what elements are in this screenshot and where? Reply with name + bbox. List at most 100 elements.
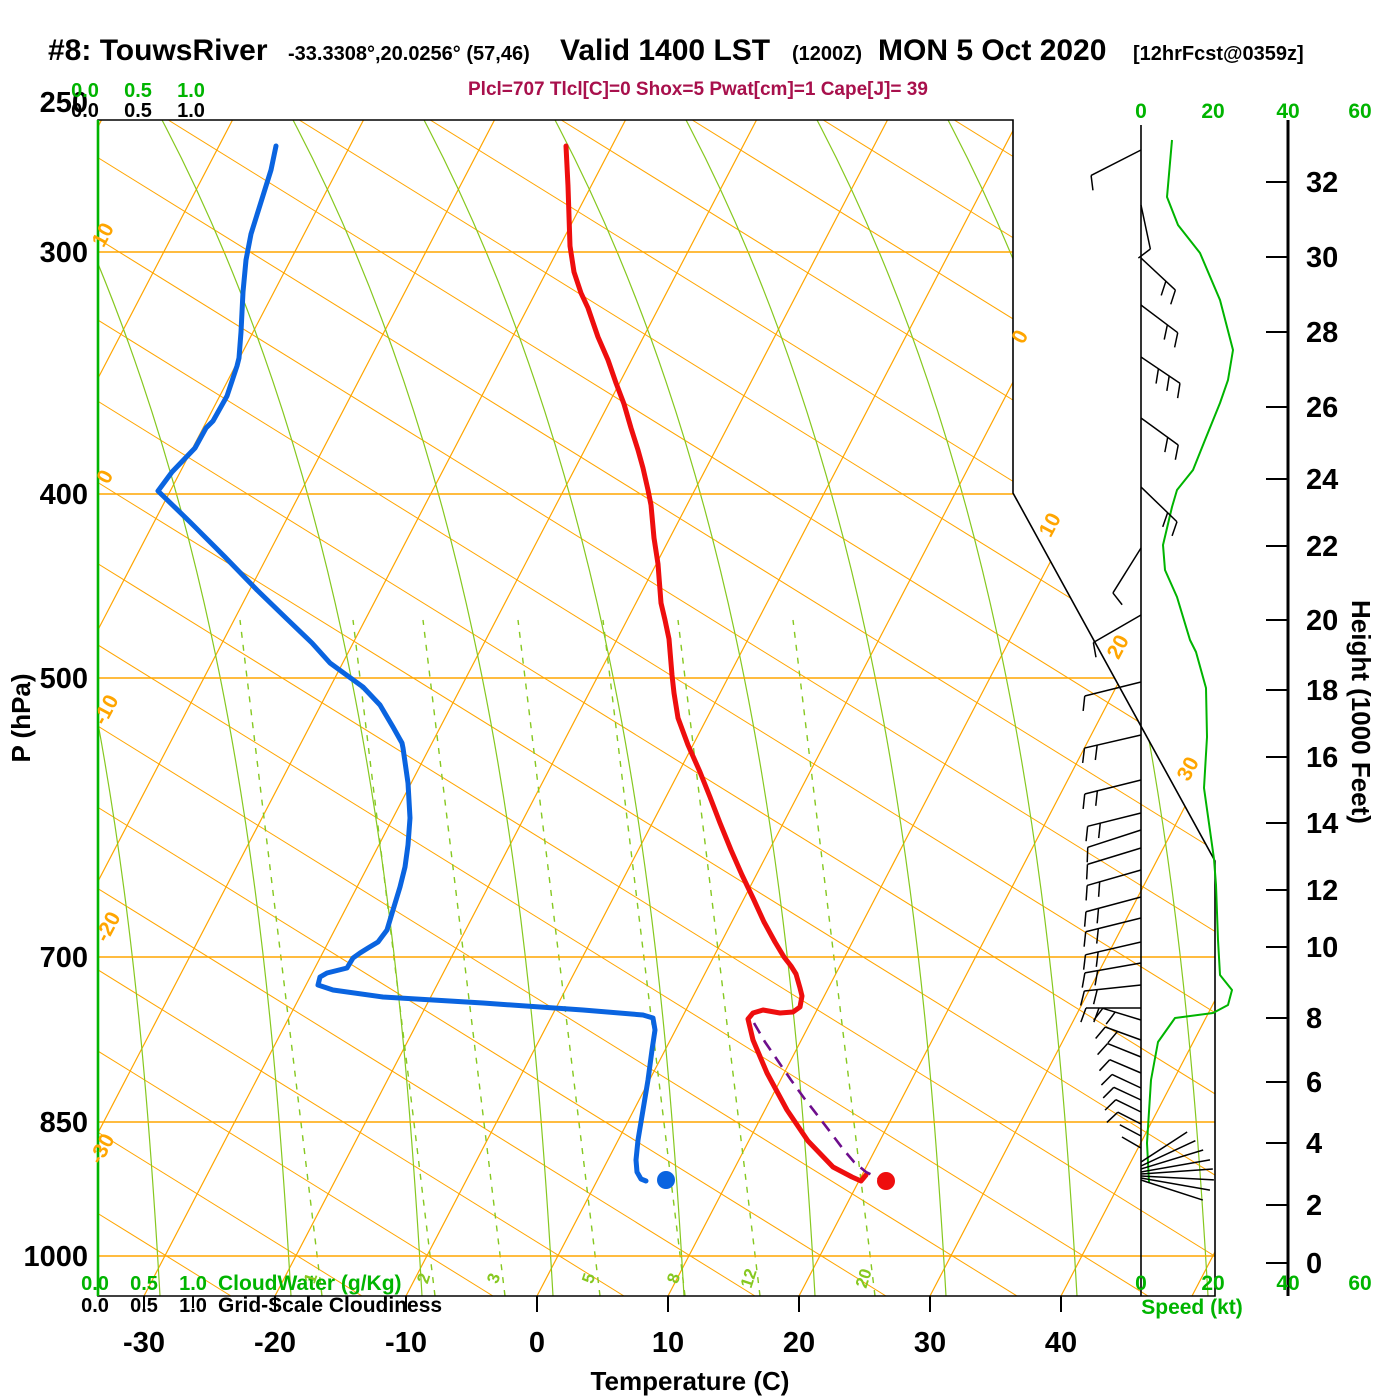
height-tick-label: 12 (1306, 875, 1338, 907)
mixing-ratio-label: 2 (413, 1271, 434, 1286)
wind-barb-feather (1082, 695, 1086, 712)
wind-barb-shaft (1109, 1059, 1142, 1074)
mixing-ratio-line (422, 619, 506, 1296)
pressure-tick-label: 300 (40, 237, 88, 269)
speed-tick-label-bottom: 40 (1276, 1272, 1299, 1295)
mixing-ratio-line (239, 619, 323, 1296)
moist-adiabat-line (98, 120, 161, 1296)
dry-adiabat-line (98, 120, 1018, 1296)
dry-adiabat-line (953, 120, 1215, 1296)
temperature-tick-label: 40 (1045, 1327, 1077, 1359)
isotherm-line (536, 120, 1151, 1296)
wind-barb-shaft (1140, 417, 1179, 446)
wind-barb-feather (1112, 592, 1123, 606)
wind-barb-shaft (1140, 1179, 1204, 1201)
height-tick-label: 10 (1306, 932, 1338, 964)
cloudiness-scale-top: 0.5 (124, 100, 152, 122)
wind-barb-feather (1094, 745, 1098, 761)
wind-barb-feather (1095, 790, 1099, 806)
moist-adiabat-line (292, 120, 554, 1296)
wind-barb-feather (1090, 175, 1094, 191)
wind-barb-feather (1086, 847, 1089, 863)
wind-barb-shaft (1140, 304, 1179, 334)
wind-barb-feather (1107, 1030, 1119, 1044)
wind-barb-shaft (1140, 257, 1176, 291)
wind-barb-feather (1083, 931, 1087, 947)
wind-barb-feather (1094, 970, 1099, 986)
wind-barb-feather (1162, 512, 1169, 528)
pressure-axis-title: P (hPa) (6, 673, 36, 762)
isotherm-line (405, 120, 1020, 1296)
mixing-ratio-label: 3 (483, 1271, 504, 1286)
isotherm-line (1060, 120, 1215, 1296)
temperature-tick-label: 0 (529, 1327, 545, 1359)
mixing-ratio-label: 12 (737, 1266, 761, 1290)
isotherm-line (98, 120, 234, 1296)
speed-axis-title: Speed (kt) (1141, 1296, 1243, 1319)
isotherm-line (798, 120, 1215, 1296)
speed-tick-label-top: 0 (1135, 100, 1147, 123)
height-tick-label: 6 (1306, 1067, 1322, 1099)
wind-barb-feather (1166, 375, 1170, 391)
wind-barb-shaft (1140, 1177, 1211, 1191)
wind-barb-feather (1137, 248, 1151, 259)
isotherm-line (98, 120, 365, 1296)
speed-profile-curve (1146, 139, 1234, 1183)
dry-adiabat-line (429, 120, 1215, 1296)
dry-adiabat-line (167, 120, 1215, 1296)
wind-barb-shaft (1086, 869, 1142, 887)
isotherm-edge-label: 30 (1173, 753, 1204, 784)
wind-barb-feather (1102, 1086, 1115, 1099)
wind-barb-shaft (1084, 734, 1142, 749)
wind-barb-shaft (1140, 1139, 1196, 1167)
height-tick-label: 26 (1306, 392, 1338, 424)
moist-adiabat-line (947, 120, 1209, 1296)
wind-barb-feather (1083, 911, 1087, 927)
mixing-ratio-line (352, 619, 436, 1296)
height-tick-label: 14 (1306, 808, 1338, 840)
wind-barb-shaft (1087, 829, 1142, 849)
stability-params-line: Plcl=707 Tlcl[C]=0 Shox=5 Pwat[cm]=1 Cap… (468, 79, 928, 100)
sounding-profiles (155, 139, 1234, 1190)
wind-barb-shaft (1140, 204, 1152, 250)
wind-barb-shaft (1140, 1131, 1188, 1163)
plot-frame (97, 119, 1216, 1297)
wind-barb-shaft (1085, 896, 1142, 913)
wind-barb-feather (1171, 521, 1178, 537)
dry-adiabat-line (98, 120, 1215, 1296)
mixing-ratio-label: 20 (852, 1266, 876, 1290)
dry-adiabat-line (98, 120, 756, 1296)
wind-barb-shaft (1085, 917, 1142, 933)
valid-time: Valid 1400 LST (560, 34, 771, 67)
cloudwater-scale-bottom: 0.5 (130, 1273, 158, 1295)
wind-barb-feather (1081, 972, 1086, 988)
isotherm-edge-label: 0 (92, 466, 118, 487)
wind-barb-feather (1155, 368, 1160, 384)
speed-tick-label-top: 60 (1348, 100, 1371, 123)
cloudiness-axis-title: Grid-Scale Cloudiness (218, 1294, 442, 1317)
wind-barb-shaft (1090, 149, 1142, 177)
pressure-tick-label: 700 (40, 942, 88, 974)
temperature-tick-label: -10 (385, 1327, 427, 1359)
wind-barb-feather (1098, 1059, 1111, 1072)
wind-barb-feather (1163, 324, 1169, 340)
pressure-tick-label: 1000 (23, 1241, 88, 1273)
isotherm-edge-label: 10 (1035, 509, 1066, 540)
wind-barb-feather (1105, 1011, 1116, 1025)
cloudwater-scale-bottom: 1.0 (179, 1273, 207, 1295)
wind-barb-shaft (1140, 1175, 1214, 1181)
dry-adiabat-line (98, 120, 887, 1296)
dry-adiabat-line (98, 120, 494, 1296)
wind-barb-feather (1096, 908, 1100, 924)
temperature-tick-label: -30 (123, 1327, 165, 1359)
mixing-ratio-line (677, 619, 761, 1296)
dry-adiabat-line (98, 120, 1215, 1296)
height-tick-label: 2 (1306, 1190, 1322, 1222)
station-title: #8: TouwsRiver (48, 34, 268, 67)
cloudwater-axis-title: CloudWater (g/Kg) (218, 1272, 402, 1295)
speed-tick-label-top: 20 (1201, 100, 1224, 123)
wind-barb-shaft (1140, 1168, 1213, 1175)
cloudwater-scale-top: 0.5 (124, 80, 152, 102)
